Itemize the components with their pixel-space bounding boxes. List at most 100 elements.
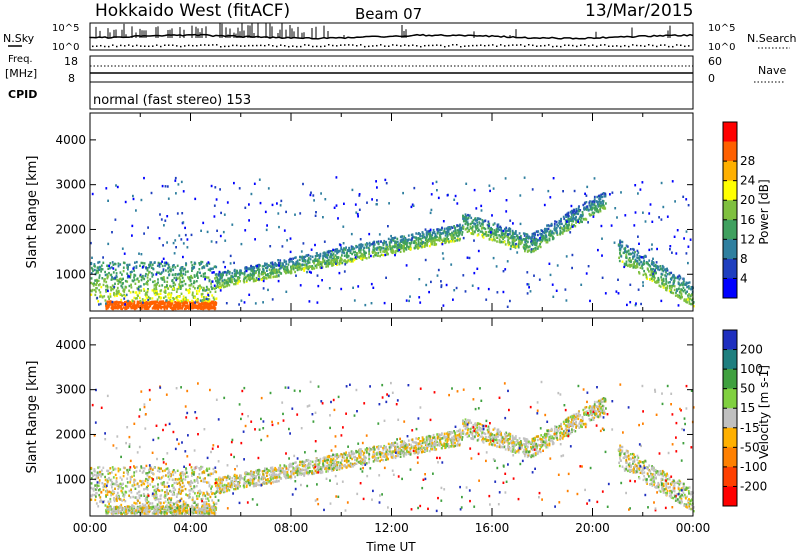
- scatter-point: [616, 216, 618, 219]
- scatter-point: [165, 306, 167, 309]
- scatter-point: [221, 279, 224, 282]
- scatter-point: [146, 269, 149, 272]
- scatter-point: [432, 231, 434, 234]
- scatter-point: [577, 218, 580, 222]
- scatter-point: [564, 219, 567, 222]
- scatter-point: [527, 235, 530, 238]
- scatter-point: [538, 244, 541, 248]
- scatter-point: [172, 284, 175, 288]
- scatter-point: [212, 306, 214, 310]
- colorbar-tick-label: 20: [740, 193, 755, 207]
- scatter-point: [385, 243, 388, 247]
- scatter-point: [132, 495, 135, 499]
- scatter-point: [210, 301, 213, 305]
- scatter-point: [224, 239, 227, 242]
- scatter-point: [542, 235, 545, 239]
- scatter-point: [502, 232, 505, 236]
- scatter-point: [257, 267, 260, 270]
- scatter-point: [93, 268, 96, 272]
- scatter-point: [439, 232, 442, 236]
- scatter-point: [222, 273, 224, 276]
- scatter-point: [504, 234, 507, 238]
- scatter-point: [200, 286, 203, 289]
- scatter-point: [633, 255, 636, 258]
- scatter-point: [354, 256, 357, 259]
- scatter-point: [628, 260, 631, 263]
- scatter-point: [285, 260, 288, 263]
- scatter-point: [205, 506, 208, 509]
- scatter-point: [523, 234, 526, 237]
- scatter-point: [634, 258, 637, 261]
- scatter-point: [591, 203, 594, 206]
- scatter-point: [350, 260, 353, 263]
- scatter-point: [376, 203, 378, 206]
- scatter-point: [682, 281, 685, 284]
- scatter-point: [498, 234, 500, 237]
- scatter-point: [507, 239, 509, 242]
- scatter-point: [595, 207, 598, 210]
- scatter-point: [114, 512, 117, 515]
- scatter-point: [109, 505, 111, 508]
- scatter-point: [686, 298, 689, 301]
- scatter-point: [552, 232, 555, 235]
- scatter-point: [382, 250, 384, 253]
- scatter-point: [489, 235, 492, 238]
- scatter-point: [599, 208, 601, 211]
- scatter-point: [551, 283, 554, 286]
- scatter-point: [358, 255, 360, 259]
- scatter-point: [650, 270, 653, 273]
- scatter-point: [140, 512, 143, 515]
- scatter-point: [438, 236, 440, 240]
- scatter-point: [278, 264, 280, 267]
- scatter-point: [160, 218, 163, 221]
- scatter-point: [292, 267, 295, 270]
- scatter-point: [149, 278, 152, 281]
- scatter-point: [181, 307, 184, 310]
- scatter-point: [511, 231, 514, 235]
- scatter-point: [262, 268, 265, 271]
- scatter-point: [452, 298, 454, 301]
- scatter-point: [239, 273, 241, 276]
- scatter-point: [155, 303, 158, 307]
- noise-search-point: [284, 45, 286, 47]
- scatter-point: [294, 262, 297, 266]
- scatter-point: [282, 266, 285, 269]
- scatter-point: [287, 263, 290, 266]
- scatter-point: [527, 246, 530, 249]
- scatter-point: [169, 507, 172, 510]
- scatter-point: [168, 293, 170, 296]
- scatter-point: [484, 232, 487, 236]
- scatter-point: [121, 278, 123, 281]
- scatter-point: [200, 260, 202, 264]
- scatter-point: [113, 294, 116, 298]
- scatter-point: [243, 276, 246, 279]
- scatter-point: [258, 275, 261, 278]
- scatter-point: [415, 232, 418, 235]
- scatter-point: [390, 234, 392, 238]
- scatter-point: [582, 203, 585, 207]
- scatter-point: [153, 288, 156, 291]
- scatter-point: [149, 508, 152, 511]
- scatter-point: [209, 474, 212, 477]
- scatter-point: [385, 276, 387, 279]
- scatter-point: [219, 234, 222, 238]
- scatter-point: [648, 212, 651, 215]
- scatter-point: [531, 234, 534, 237]
- scatter-point: [170, 268, 172, 271]
- scatter-point: [354, 203, 357, 206]
- scatter-point: [340, 246, 343, 249]
- scatter-point: [283, 229, 286, 232]
- scatter-point: [184, 510, 187, 513]
- scatter-point: [115, 272, 118, 275]
- scatter-point: [166, 300, 169, 304]
- scatter-point: [222, 284, 225, 287]
- scatter-point: [511, 238, 514, 242]
- scatter-point: [110, 303, 113, 306]
- scatter-point: [244, 266, 247, 269]
- scatter-point: [233, 282, 235, 286]
- scatter-point: [648, 270, 650, 273]
- scatter-point: [286, 266, 289, 269]
- scatter-point: [585, 272, 588, 275]
- noise-sky-trace: [89, 33, 694, 40]
- scatter-point: [364, 254, 366, 257]
